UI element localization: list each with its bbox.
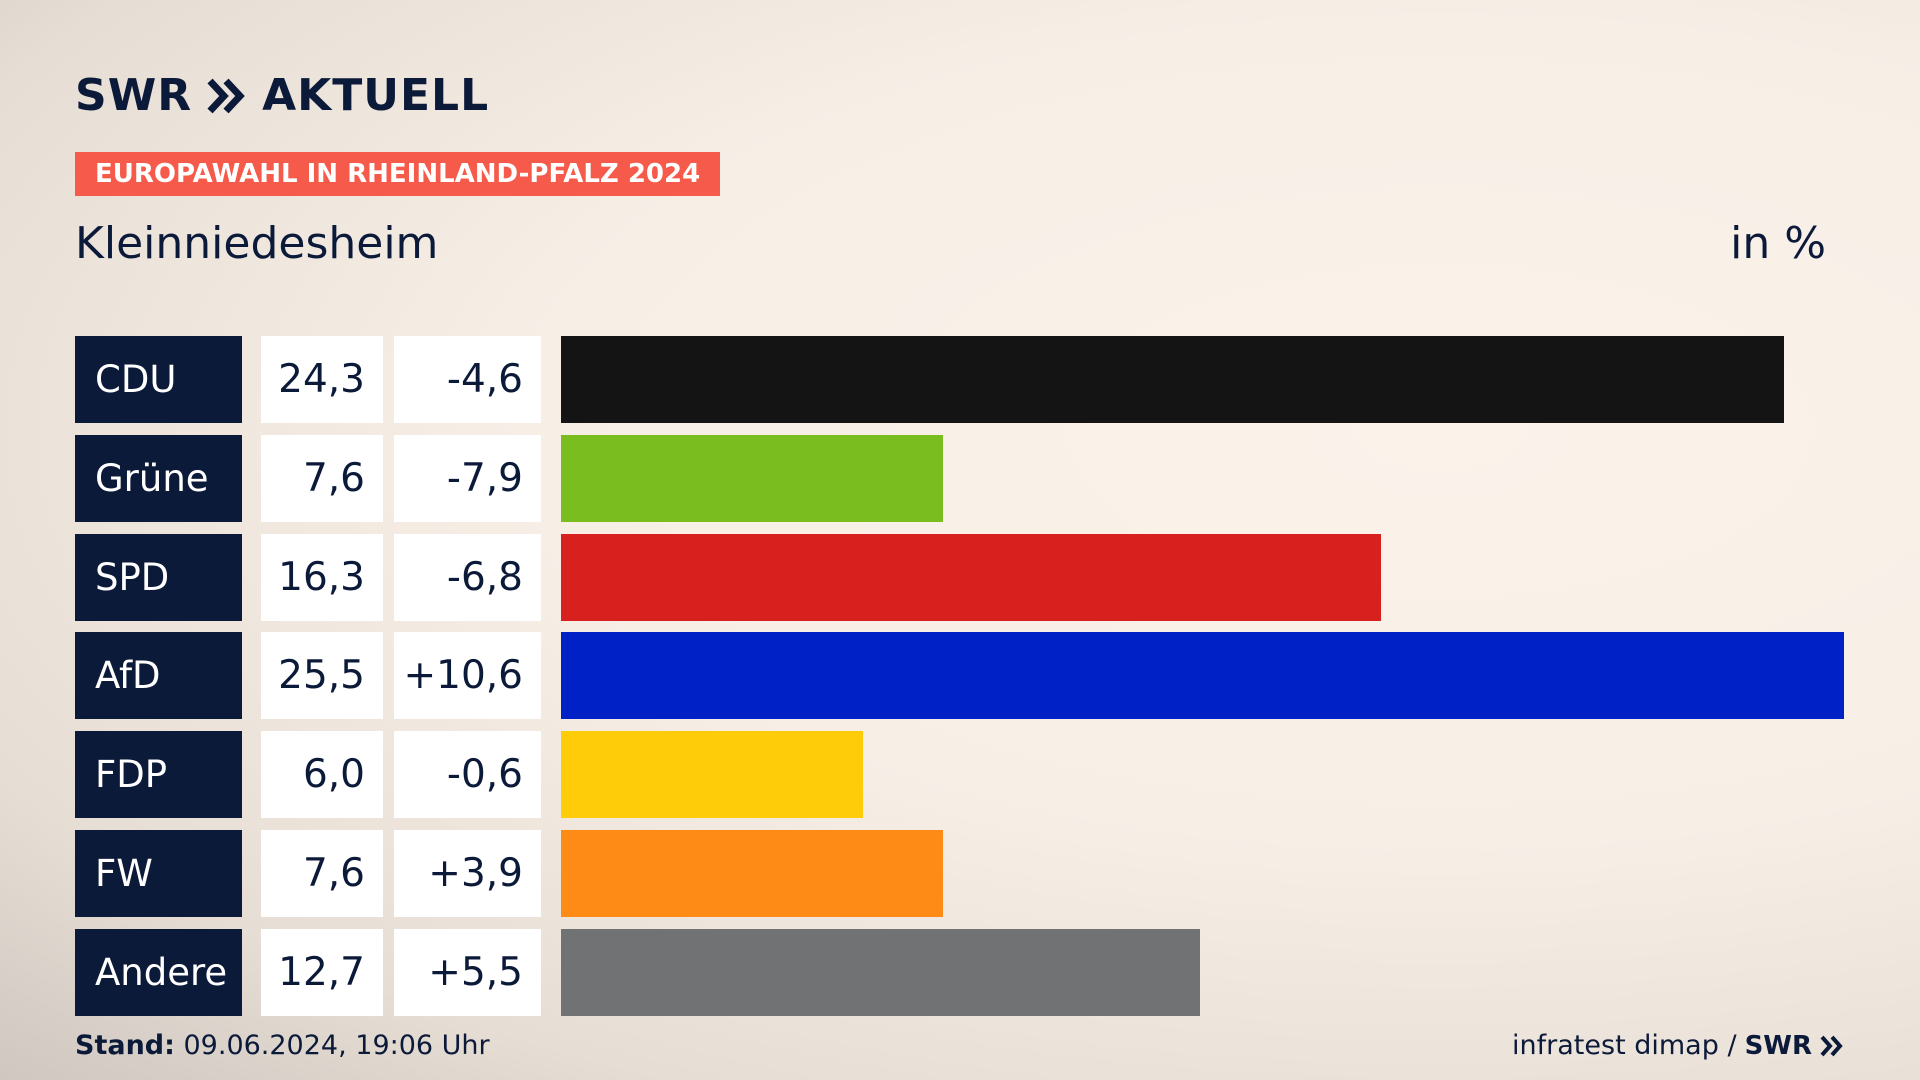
swr-aktuell-logo: SWR AKTUELL: [75, 70, 489, 121]
bar-fw: [561, 830, 943, 917]
election-tag: EUROPAWAHL IN RHEINLAND-PFALZ 2024: [75, 152, 721, 196]
bar-grüne: [561, 434, 943, 522]
party-label: FDP: [75, 731, 242, 819]
party-label: Andere: [75, 928, 242, 1016]
double-chevron-icon: [207, 78, 245, 113]
change-label: +5,5: [394, 928, 541, 1016]
bar-cdu: [561, 336, 1784, 423]
party-label: CDU: [75, 336, 242, 423]
small-chevron-icon: [1820, 1035, 1843, 1056]
bar-andere: [561, 928, 1200, 1016]
change-label: -4,6: [394, 336, 541, 423]
chart-title: Kleinniedesheim: [75, 218, 439, 269]
unit-label: in %: [1730, 218, 1826, 269]
party-label: AfD: [75, 632, 242, 720]
logo-aktuell-text: AKTUELL: [262, 70, 490, 121]
stand-value: 09.06.2024, 19:06 Uhr: [174, 1030, 490, 1061]
vote-share-label: 6,0: [261, 731, 383, 819]
timestamp: Stand: 09.06.2024, 19:06 Uhr: [75, 1030, 490, 1061]
logo-swr-text: SWR: [75, 70, 193, 121]
bar-spd: [561, 533, 1381, 621]
bar-fdp: [561, 731, 863, 819]
source-credit: infratest dimap / SWR: [1512, 1030, 1844, 1061]
vote-share-label: 12,7: [261, 928, 383, 1016]
footer-swr-text: SWR: [1744, 1030, 1812, 1061]
vote-share-label: 25,5: [261, 632, 383, 720]
change-label: -0,6: [394, 731, 541, 819]
change-label: -6,8: [394, 533, 541, 621]
party-label: SPD: [75, 533, 242, 621]
party-label: FW: [75, 830, 242, 917]
change-label: +3,9: [394, 830, 541, 917]
change-label: -7,9: [394, 434, 541, 522]
change-label: +10,6: [394, 632, 541, 720]
stand-label: Stand:: [75, 1030, 175, 1061]
vote-share-label: 16,3: [261, 533, 383, 621]
vote-share-label: 7,6: [261, 830, 383, 917]
bar-afd: [561, 632, 1844, 720]
party-label: Grüne: [75, 434, 242, 522]
vote-share-label: 7,6: [261, 434, 383, 522]
vote-share-label: 24,3: [261, 336, 383, 423]
source-text: infratest dimap /: [1512, 1030, 1737, 1061]
